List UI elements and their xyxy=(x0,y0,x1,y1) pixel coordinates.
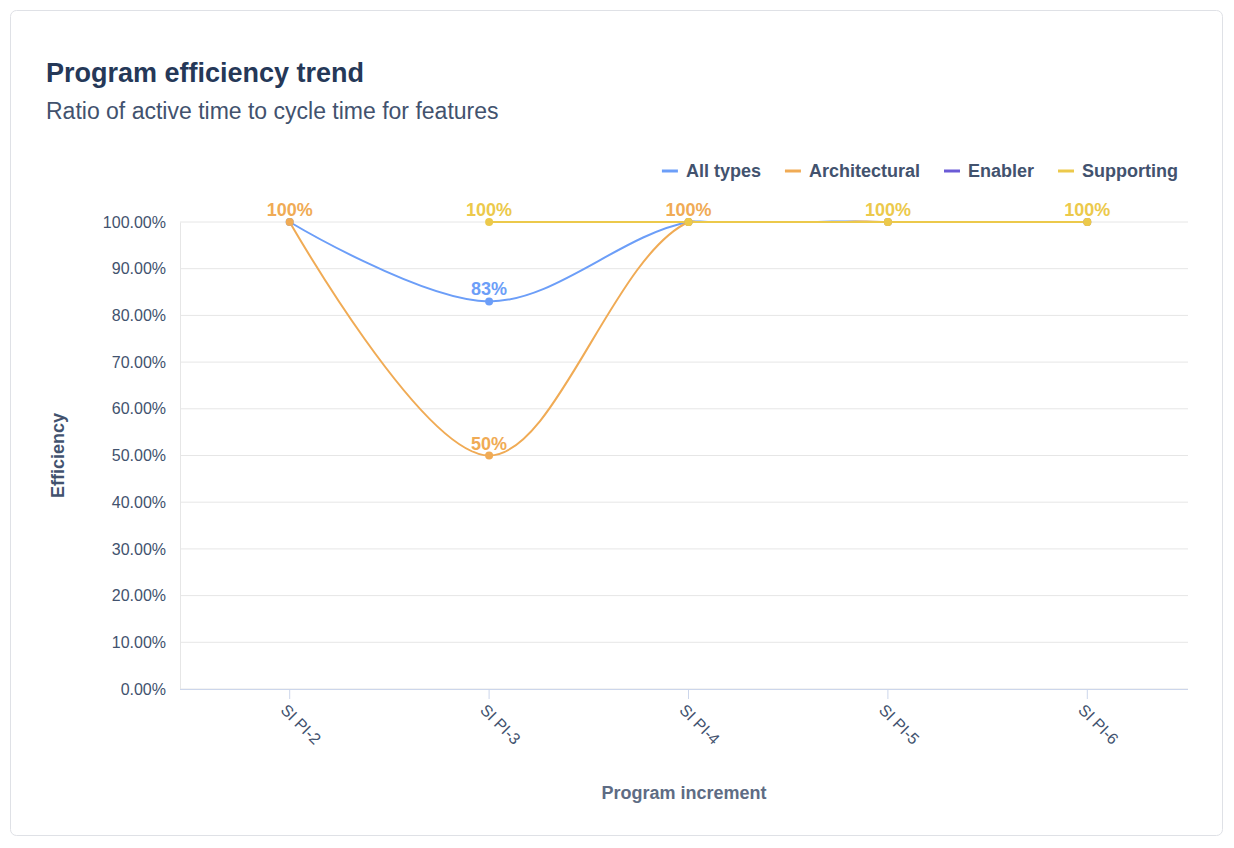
grid xyxy=(180,222,1188,689)
series-line xyxy=(290,221,1088,456)
legend-label: Enabler xyxy=(968,161,1034,181)
y-tick-label: 40.00% xyxy=(112,494,166,511)
x-tick: SI PI-5 xyxy=(876,689,923,748)
y-axis-line xyxy=(180,223,181,690)
data-label: 100% xyxy=(267,200,313,220)
grid-line xyxy=(180,315,1188,316)
y-tick: 20.00% xyxy=(112,587,180,604)
y-axis-title: Efficiency xyxy=(48,413,68,498)
y-tick: 0.00% xyxy=(121,681,180,698)
y-axis: 0.00% 10.00% 20.00% 30.00% 40.00% 50.00% 60.00… xyxy=(103,214,181,698)
legend-label: All types xyxy=(686,161,761,181)
card xyxy=(11,11,1223,836)
x-tick-label: SI PI-2 xyxy=(278,701,325,748)
x-tick: SI PI-2 xyxy=(278,689,325,748)
data-labels: 83% 100% 50% 100% 100% 100% 100% xyxy=(267,200,1111,454)
grid-line xyxy=(180,595,1188,596)
legend-label: Supporting xyxy=(1082,161,1178,181)
x-tick-mark xyxy=(289,689,290,699)
x-tick-label: SI PI-6 xyxy=(1075,701,1122,748)
x-axis: SI PI-2 SI PI-3 SI PI-4 SI PI-5 SI PI-6 xyxy=(180,689,1188,748)
y-tick-label: 30.00% xyxy=(112,541,166,558)
y-tick-label: 80.00% xyxy=(112,307,166,324)
y-tick-label: 60.00% xyxy=(112,400,166,417)
y-tick: 90.00% xyxy=(112,260,180,277)
y-tick-label: 90.00% xyxy=(112,260,166,277)
grid-line xyxy=(180,689,1188,690)
x-axis-line xyxy=(180,689,1188,690)
legend-item[interactable]: Enabler xyxy=(944,161,1034,181)
series-line xyxy=(489,221,1087,223)
y-tick: 40.00% xyxy=(112,494,180,511)
series-line xyxy=(290,221,1088,302)
chart: Program efficiency trend Ratio of active … xyxy=(0,0,1234,848)
legend-item[interactable]: Supporting xyxy=(1058,161,1178,181)
legend-key xyxy=(1058,170,1074,173)
lines xyxy=(290,221,1088,456)
grid-line xyxy=(180,408,1188,409)
y-tick: 50.00% xyxy=(112,447,180,464)
legend-key xyxy=(662,170,678,173)
x-tick-mark xyxy=(688,689,689,699)
x-tick: SI PI-3 xyxy=(477,689,524,748)
y-tick: 100.00% xyxy=(103,214,180,231)
points xyxy=(286,218,1092,460)
grid-line xyxy=(180,222,1188,223)
legend-key xyxy=(944,170,960,173)
data-label: 100% xyxy=(1064,200,1110,220)
y-tick-label: 50.00% xyxy=(112,447,166,464)
grid-line xyxy=(180,455,1188,456)
legend-item[interactable]: All types xyxy=(662,161,761,181)
data-label: 50% xyxy=(471,434,507,454)
y-tick: 70.00% xyxy=(112,354,180,371)
data-label: 100% xyxy=(466,200,512,220)
y-tick: 30.00% xyxy=(112,541,180,558)
x-tick-label: SI PI-3 xyxy=(477,701,524,748)
x-tick: SI PI-4 xyxy=(676,689,723,748)
y-tick-label: 10.00% xyxy=(112,634,166,651)
x-axis-title: Program increment xyxy=(601,783,766,803)
grid-line xyxy=(180,642,1188,643)
x-tick: SI PI-6 xyxy=(1075,689,1122,748)
y-tick: 10.00% xyxy=(112,634,180,651)
grid-line xyxy=(180,268,1188,269)
y-tick: 60.00% xyxy=(112,400,180,417)
grid-line xyxy=(180,502,1188,503)
x-tick-mark xyxy=(489,689,490,699)
data-label: 100% xyxy=(665,200,711,220)
legend-item[interactable]: Architectural xyxy=(785,161,920,181)
y-tick-label: 70.00% xyxy=(112,354,166,371)
x-tick-mark xyxy=(887,689,888,699)
x-tick-label: SI PI-4 xyxy=(676,701,723,748)
y-tick-label: 100.00% xyxy=(103,214,166,231)
subtitle: Ratio of active time to cycle time for f… xyxy=(46,98,499,124)
legend-key xyxy=(785,170,801,173)
grid-line xyxy=(180,362,1188,363)
x-tick-label: SI PI-5 xyxy=(876,701,923,748)
y-tick: 80.00% xyxy=(112,307,180,324)
y-tick-label: 20.00% xyxy=(112,587,166,604)
legend: All types Architectural Enabler Supporting xyxy=(662,161,1178,181)
y-tick-label: 0.00% xyxy=(121,681,166,698)
data-label: 100% xyxy=(865,200,911,220)
x-tick-mark xyxy=(1087,689,1088,699)
data-label: 83% xyxy=(471,279,507,299)
grid-line xyxy=(180,548,1188,549)
title: Program efficiency trend xyxy=(46,58,364,88)
legend-label: Architectural xyxy=(809,161,920,181)
